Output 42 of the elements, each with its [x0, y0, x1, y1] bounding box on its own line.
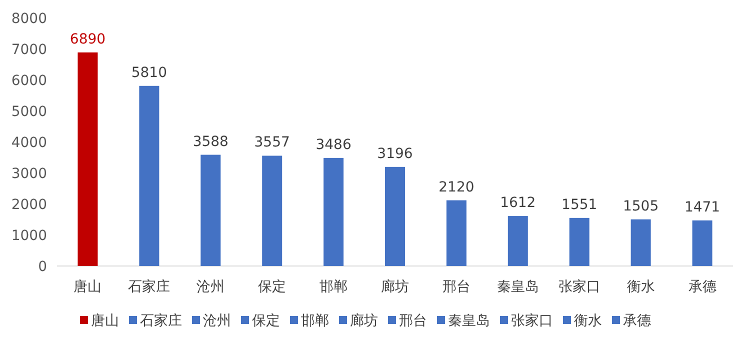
y-tick-label: 5000: [11, 104, 47, 120]
legend-label: 廊坊: [350, 313, 378, 329]
legend-label: 衡水: [574, 313, 602, 329]
legend-label: 承德: [623, 313, 651, 329]
y-tick-label: 1000: [11, 228, 47, 244]
x-tick-label: 石家庄: [128, 279, 170, 295]
legend-label: 邢台: [399, 313, 427, 329]
y-tick-label: 6000: [11, 73, 47, 89]
data-label: 3557: [254, 134, 290, 151]
x-tick-label: 衡水: [626, 279, 655, 295]
x-tick-label: 廊坊: [381, 279, 409, 295]
legend-label: 邯郸: [301, 313, 329, 329]
x-tick-label: 张家口: [558, 279, 600, 295]
y-tick-label: 8000: [11, 11, 47, 27]
y-tick-label: 2000: [11, 197, 47, 213]
y-tick-label: 7000: [11, 42, 47, 58]
data-label: 1551: [562, 196, 598, 213]
x-tick-label: 保定: [258, 279, 286, 295]
x-tick-label: 秦皇岛: [496, 279, 539, 295]
data-label: 1471: [684, 199, 720, 216]
data-label: 1505: [623, 198, 659, 214]
x-tick-label: 承德: [688, 279, 716, 295]
legend-label: 唐山: [91, 313, 119, 329]
data-label: 1612: [500, 195, 536, 212]
legend-label: 沧州: [203, 313, 231, 329]
y-tick-label: 4000: [11, 135, 47, 151]
data-label: 3486: [316, 136, 352, 153]
legend-label: 保定: [252, 313, 280, 329]
data-label: 2120: [438, 179, 474, 196]
y-tick-label: 3000: [11, 166, 47, 182]
x-tick-label: 邯郸: [320, 279, 348, 295]
data-label: 3588: [192, 134, 228, 150]
legend-label: 秦皇岛: [448, 313, 490, 329]
data-label: 3196: [377, 146, 413, 162]
y-tick-label: 0: [38, 259, 47, 275]
x-tick-label: 邢台: [442, 279, 470, 295]
data-label: 6890: [70, 31, 106, 48]
x-tick-label: 沧州: [196, 279, 225, 295]
legend-label: 石家庄: [140, 313, 182, 329]
data-label: 5810: [131, 64, 167, 81]
legend-label: 张家口: [511, 313, 553, 329]
x-tick-label: 唐山: [74, 279, 102, 295]
